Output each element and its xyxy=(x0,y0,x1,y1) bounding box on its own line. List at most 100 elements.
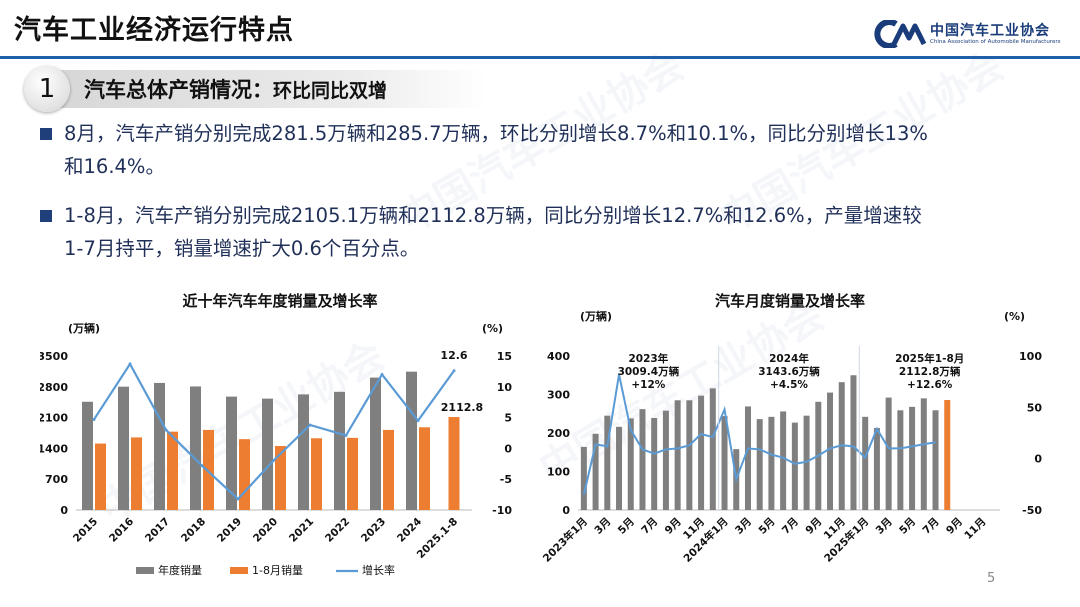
x-tick-label: 2017 xyxy=(143,516,172,545)
growth-rate-point xyxy=(200,464,204,468)
y-tick-right: 5 xyxy=(504,412,512,425)
chart-title: 近十年汽车年度销量及增长率 xyxy=(182,292,377,310)
monthly-sales-bar xyxy=(885,397,892,510)
x-tick-label: 5月 xyxy=(756,516,777,537)
x-tick-label: 2016 xyxy=(107,516,136,545)
monthly-sales-bar xyxy=(709,388,716,510)
x-tick-label: 5月 xyxy=(897,516,918,537)
growth-rate-point xyxy=(92,417,96,421)
y-tick-right: 0 xyxy=(1034,453,1042,466)
monthly-sales-bar xyxy=(920,398,927,510)
monthly-sales-bar xyxy=(850,375,857,510)
x-tick-label: 7月 xyxy=(921,516,942,537)
y-tick-right: 10 xyxy=(497,381,513,394)
y-tick-left: 300 xyxy=(547,389,570,402)
annotation-year: 2023年 xyxy=(628,352,668,365)
y-tick-right: 50 xyxy=(1027,401,1043,414)
jan-aug-sales-bar xyxy=(347,437,358,510)
x-tick-label: 2015 xyxy=(71,516,100,545)
annotation-year: 2025年1-8月 xyxy=(895,352,964,365)
growth-rate-point xyxy=(272,458,276,462)
legend-swatch-annual xyxy=(136,567,154,574)
x-tick-label: 2019 xyxy=(215,516,244,545)
y-tick-left: 400 xyxy=(547,350,570,363)
line-data-label: 12.6 xyxy=(440,349,467,362)
annual-sales-bar xyxy=(370,377,381,510)
jan-aug-sales-bar xyxy=(239,439,250,510)
monthly-sales-bar xyxy=(768,416,775,510)
x-tick-label: 11月 xyxy=(962,516,988,542)
bar-data-label: 2112.8 xyxy=(441,401,483,414)
annotation-growth: +4.5% xyxy=(770,379,808,391)
monthly-sales-bar xyxy=(897,410,904,510)
x-tick-label: 2023 xyxy=(359,516,388,545)
bullet-1-line-1: 8月，汽车产销分别完成281.5万辆和285.7万辆，环比分别增长8.7%和10… xyxy=(64,122,928,145)
growth-rate-point xyxy=(236,497,240,501)
growth-rate-point xyxy=(164,428,168,432)
annual-sales-bar xyxy=(406,371,417,510)
x-tick-label: 2018 xyxy=(179,516,208,545)
x-tick-label: 2024 xyxy=(395,516,424,545)
growth-rate-point xyxy=(344,433,348,437)
bullet-1-line-2: 和16.4%。 xyxy=(64,155,165,178)
monthly-sales-bar xyxy=(873,427,880,510)
section-number: 1 xyxy=(24,66,70,112)
annotation-total: 2112.8万辆 xyxy=(899,365,961,378)
jan-aug-sales-bar xyxy=(167,431,178,510)
jan-aug-sales-bar xyxy=(448,417,460,510)
bullet-marker xyxy=(40,128,52,140)
growth-rate-line xyxy=(93,361,455,501)
y-tick-left: 2800 xyxy=(40,381,68,394)
y-tick-right: 0 xyxy=(504,442,512,455)
x-tick-label: 7月 xyxy=(639,516,660,537)
section-title-main: 汽车总体产销情况： xyxy=(84,78,273,102)
y-tick-right: -5 xyxy=(500,473,512,486)
x-tick-label: 2021 xyxy=(287,516,316,545)
monthly-sales-bar xyxy=(627,418,634,510)
legend-swatch-jan-aug xyxy=(230,567,248,574)
caam-logo-icon xyxy=(874,20,926,48)
monthly-sales-bar xyxy=(827,392,834,510)
y-axis-label-left: (万辆) xyxy=(68,321,100,335)
x-tick-label: 2022 xyxy=(323,516,352,545)
x-tick-label: 7月 xyxy=(780,516,801,537)
x-tick-label: 2023年1月 xyxy=(540,515,590,565)
monthly-sales-bar xyxy=(780,411,787,510)
x-tick-label: 2020 xyxy=(251,516,280,545)
annual-sales-bar xyxy=(118,386,129,510)
growth-rate-point xyxy=(416,419,420,423)
y-axis-label-left: (万辆) xyxy=(580,309,612,323)
y-tick-left: 200 xyxy=(547,427,570,440)
y-tick-left: 1400 xyxy=(40,442,68,455)
y-tick-left: 700 xyxy=(45,473,68,486)
bullet-2-line-2: 1-7月持平，销量增速扩大0.6个百分点。 xyxy=(64,237,420,260)
jan-aug-sales-bar xyxy=(311,438,322,510)
monthly-sales-bar xyxy=(744,406,751,510)
annotation-growth: +12.6% xyxy=(907,379,953,391)
y-axis-label-right: (%) xyxy=(482,322,503,335)
caam-logo: 中国汽车工业协会 China Association of Automobile… xyxy=(874,14,1064,52)
legend-label-growth: 增长率 xyxy=(362,563,395,577)
jan-aug-sales-bar xyxy=(203,429,214,510)
y-tick-left: 0 xyxy=(60,504,68,517)
annual-sales-bar xyxy=(334,391,345,510)
monthly-sales-bar xyxy=(616,426,623,510)
bullet-text-1: 8月，汽车产销分别完成281.5万辆和285.7万辆，环比分别增长8.7%和10… xyxy=(64,117,1054,183)
monthly-sales-bar xyxy=(674,400,681,510)
jan-aug-sales-bar xyxy=(275,445,286,510)
header-divider xyxy=(0,56,1080,59)
page-number: 5 xyxy=(987,571,996,586)
growth-rate-point xyxy=(452,369,456,373)
logo-en-text: China Association of Automobile Manufact… xyxy=(930,39,1061,45)
legend-label-annual: 年度销量 xyxy=(158,563,202,577)
jan-aug-sales-bar xyxy=(419,427,430,510)
logo-cn-text: 中国汽车工业协会 xyxy=(930,23,1050,39)
monthly-sales-bar xyxy=(932,410,939,510)
y-tick-right: 15 xyxy=(497,350,512,363)
y-tick-left: 3500 xyxy=(40,350,68,363)
annual-sales-bar xyxy=(190,386,201,510)
annual-sales-bar xyxy=(298,394,309,510)
y-tick-left: 0 xyxy=(562,504,570,517)
monthly-sales-bar xyxy=(580,446,587,510)
monthly-sales-bar xyxy=(909,406,916,510)
